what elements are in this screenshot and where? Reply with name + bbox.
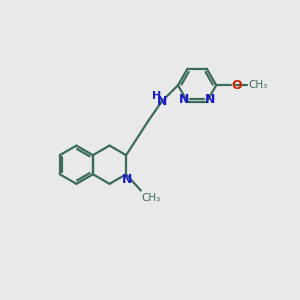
Text: O: O bbox=[232, 79, 242, 92]
Text: CH₃: CH₃ bbox=[248, 80, 267, 90]
Text: N: N bbox=[122, 173, 133, 186]
Text: CH₃: CH₃ bbox=[142, 193, 161, 203]
Text: N: N bbox=[157, 95, 167, 108]
Text: H: H bbox=[152, 91, 161, 101]
Text: N: N bbox=[205, 93, 215, 106]
Text: N: N bbox=[179, 93, 189, 106]
